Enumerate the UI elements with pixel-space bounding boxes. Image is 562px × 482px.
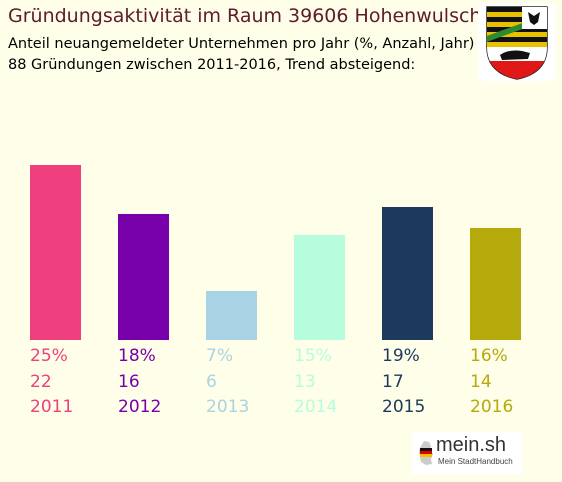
bar-2016 [470, 228, 521, 340]
count-label-2014: 13 [294, 372, 316, 392]
bar-2012 [118, 214, 169, 340]
percent-label-2016: 16% [470, 346, 508, 366]
year-label-2016: 2016 [470, 397, 514, 417]
percent-label-2013: 7% [206, 346, 233, 366]
chart-summary: 88 Gründungen zwischen 2011-2016, Trend … [8, 57, 416, 73]
brand-name: mein.sh [436, 434, 507, 456]
coat-of-arms-icon [486, 6, 548, 80]
coat-of-arms [478, 3, 556, 81]
year-label-2011: 2011 [30, 397, 74, 417]
percent-label-2015: 19% [382, 346, 420, 366]
count-label-2015: 17 [382, 372, 404, 392]
count-label-2012: 16 [118, 372, 140, 392]
bar-2013 [206, 291, 257, 340]
year-label-2015: 2015 [382, 397, 426, 417]
brand-logo: mein.sh Mein StadtHandbuch [412, 432, 522, 474]
brand-tagline: Mein StadtHandbuch [438, 457, 513, 466]
bar-2014 [294, 235, 345, 340]
percent-label-2012: 18% [118, 346, 156, 366]
count-label-2011: 22 [30, 372, 52, 392]
bar-2015 [382, 207, 433, 340]
chart-title: Gründungsaktivität im Raum 39606 Hohenwu… [8, 5, 482, 27]
year-label-2013: 2013 [206, 397, 250, 417]
percent-label-2011: 25% [30, 346, 68, 366]
bar-2011 [30, 165, 81, 340]
count-label-2013: 6 [206, 372, 217, 392]
percent-label-2014: 15% [294, 346, 332, 366]
count-label-2016: 14 [470, 372, 492, 392]
year-label-2014: 2014 [294, 397, 338, 417]
year-label-2012: 2012 [118, 397, 162, 417]
chart-subtitle: Anteil neuangemeldeter Unternehmen pro J… [8, 36, 475, 52]
germany-map-icon [419, 441, 433, 465]
